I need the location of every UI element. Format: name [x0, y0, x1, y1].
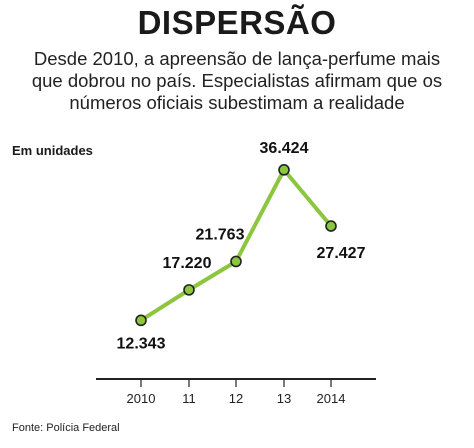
- data-point: [278, 164, 290, 176]
- data-label: 27.427: [317, 245, 366, 262]
- series-line: [139, 167, 333, 323]
- y-unit-label: Em unidades: [12, 143, 93, 158]
- data-label: 17.220: [163, 255, 212, 272]
- chart-subtitle: Desde 2010, a apreensão de lança-perfume…: [0, 48, 474, 114]
- data-point: [135, 314, 147, 327]
- data-label: 21.763: [196, 226, 245, 243]
- chart-title: DISPERSÃO: [137, 4, 337, 41]
- subtitle-line-1: Desde 2010, a apreensão de lança-perfume…: [33, 48, 441, 69]
- data-point: [325, 220, 337, 232]
- x-tick-label: 2010: [127, 391, 156, 406]
- x-tick-label: 11: [182, 391, 196, 406]
- data-point: [183, 284, 195, 296]
- data-label: 12.343: [117, 335, 166, 352]
- data-points: [135, 164, 337, 327]
- x-tick-label: 13: [277, 391, 291, 406]
- subtitle-line-2: que dobrou no país. Especialistas afirma…: [31, 70, 443, 91]
- data-point: [230, 255, 242, 268]
- data-labels: 12.343 17.220 21.763 36.424 27.427: [117, 140, 366, 353]
- data-label: 36.424: [260, 140, 309, 157]
- subtitle-line-3: números oficiais subestimam a realidade: [69, 92, 405, 113]
- source-note: Fonte: Polícia Federal: [12, 422, 120, 434]
- x-tick-label: 2014: [317, 391, 346, 406]
- x-tick-label: 12: [229, 391, 243, 406]
- x-axis-ticks: 2010 11 12 13 2014: [127, 379, 346, 406]
